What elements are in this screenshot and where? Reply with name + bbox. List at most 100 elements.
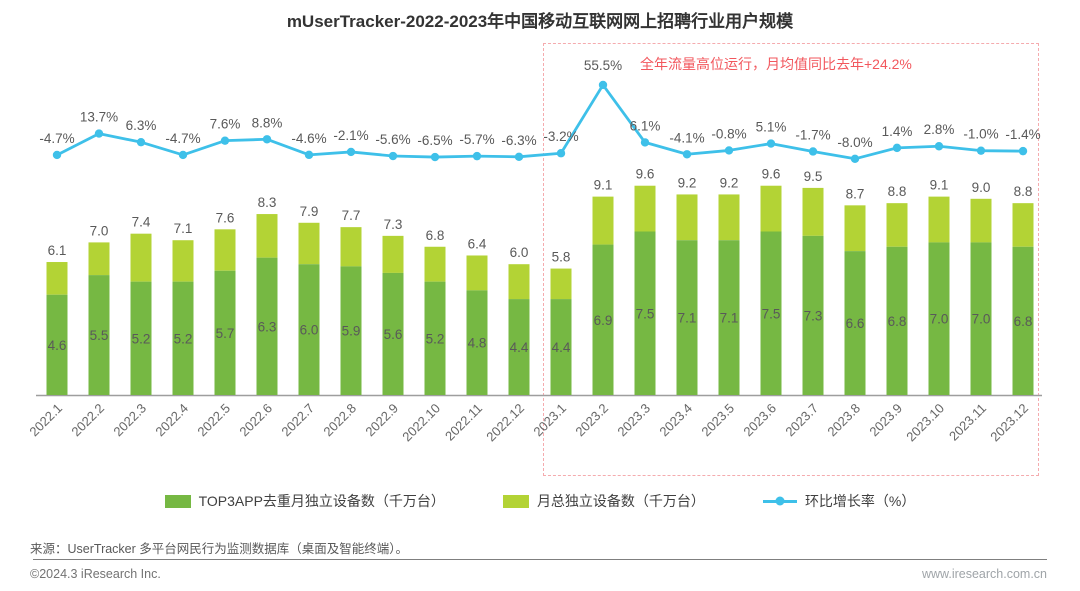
- growth-rate-dot: [262, 135, 272, 144]
- bar-total-label: 7.3: [384, 217, 403, 232]
- growth-rate-label: -4.7%: [165, 131, 200, 146]
- bar-top3-label: 6.8: [1014, 314, 1033, 329]
- growth-rate-dot: [514, 152, 524, 162]
- growth-rate-label: 13.7%: [80, 110, 118, 125]
- bar-total-label: 7.4: [132, 215, 151, 230]
- bar-monthly-total-segment: [88, 242, 110, 276]
- x-axis-label: 2023.1: [530, 401, 569, 440]
- growth-rate-dot: [178, 150, 188, 160]
- bar-monthly-total-segment: [844, 205, 866, 252]
- source-note: 来源：UserTracker 多平台网民行为监测数据库（桌面及智能终端）。: [30, 542, 409, 556]
- bar-top3-segment: [88, 275, 110, 395]
- bar-monthly-total-segment: [718, 194, 740, 241]
- bar-top3-label: 4.4: [552, 340, 571, 355]
- x-axis-label: 2022.6: [236, 401, 275, 440]
- bar-total-label: 6.8: [426, 228, 445, 243]
- growth-rate-label: 8.8%: [252, 115, 283, 130]
- bar-total-label: 6.4: [468, 236, 487, 251]
- bar-top3-label: 5.6: [384, 327, 403, 342]
- footer-divider: [33, 559, 1047, 560]
- bar-top3-segment: [886, 246, 908, 395]
- growth-rate-dot: [472, 151, 482, 161]
- bar-top3-segment: [970, 242, 992, 395]
- bar-total-label: 9.6: [636, 167, 655, 182]
- annotation-text: 全年流量高位运行，月均值同比去年+24.2%: [640, 56, 912, 72]
- bar-monthly-total-segment: [592, 196, 614, 245]
- growth-rate-label: -0.8%: [711, 126, 746, 141]
- x-axis-label: 2023.10: [903, 401, 947, 445]
- legend: TOP3APP去重月独立设备数（千万台） 月总独立设备数（千万台） 环比增长率（…: [0, 491, 1080, 511]
- bar-total-label: 7.1: [174, 221, 193, 236]
- growth-rate-dot: [304, 150, 314, 160]
- bar-top3-segment: [424, 281, 446, 395]
- bar-monthly-total-segment: [298, 222, 320, 265]
- growth-rate-dot: [220, 136, 230, 145]
- bar-monthly-total-segment: [1012, 203, 1034, 247]
- growth-rate-label: -1.7%: [795, 127, 830, 142]
- growth-rate-label: -1.0%: [963, 127, 998, 142]
- growth-rate-label: -4.6%: [291, 131, 326, 146]
- bar-total-label: 8.8: [888, 184, 907, 199]
- monthly-total-bar-swatch-icon: [502, 494, 529, 508]
- growth-rate-label: 6.3%: [126, 118, 157, 133]
- bar-top3-segment: [676, 240, 698, 395]
- bar-top3-label: 7.3: [804, 308, 823, 323]
- bar-monthly-total-segment: [634, 185, 656, 232]
- bar-top3-label: 6.3: [258, 319, 277, 334]
- bar-total-label: 9.2: [678, 175, 697, 190]
- growth-rate-label: 7.6%: [210, 117, 241, 132]
- bar-top3-segment: [718, 240, 740, 395]
- x-axis-label: 2023.9: [866, 401, 905, 440]
- x-axis-label: 2023.8: [824, 401, 863, 440]
- growth-rate-dot: [1018, 146, 1028, 156]
- growth-rate-dot: [976, 146, 986, 155]
- growth-rate-label: 2.8%: [924, 122, 955, 137]
- bar-top3-segment: [340, 266, 362, 395]
- growth-rate-label: -5.7%: [459, 132, 494, 147]
- bar-total-label: 9.6: [762, 167, 781, 182]
- annotation-box: [543, 43, 1039, 476]
- bar-monthly-total-segment: [760, 185, 782, 232]
- bar-total-label: 8.7: [846, 186, 865, 201]
- bar-total-label: 5.8: [552, 250, 571, 265]
- bar-top3-label: 7.1: [678, 311, 697, 326]
- x-axis-label: 2022.2: [68, 401, 107, 440]
- growth-rate-dot: [934, 142, 944, 151]
- bar-monthly-total-segment: [340, 227, 362, 267]
- bar-total-label: 8.8: [1014, 184, 1033, 199]
- x-axis-label: 2023.12: [987, 401, 1031, 445]
- bar-top3-label: 5.2: [132, 331, 151, 346]
- bar-top3-segment: [760, 231, 782, 395]
- bar-top3-segment: [592, 244, 614, 395]
- bar-total-label: 9.0: [972, 180, 991, 195]
- bar-total-label: 7.6: [216, 210, 235, 225]
- growth-rate-dot: [94, 129, 104, 138]
- legend-label-growth-rate: 环比增长率（%）: [804, 493, 916, 509]
- bar-monthly-total-segment: [886, 203, 908, 247]
- bar-monthly-total-segment: [130, 233, 152, 282]
- bar-top3-label: 4.8: [468, 336, 487, 351]
- legend-label-monthly-total: 月总独立设备数（千万台）: [536, 493, 705, 509]
- bar-monthly-total-segment: [928, 196, 950, 243]
- website-link[interactable]: www.iresearch.com.cn: [921, 567, 1047, 581]
- bar-total-label: 9.2: [720, 175, 739, 190]
- x-axis-label: 2023.2: [572, 401, 611, 440]
- bar-top3-label: 5.2: [426, 331, 445, 346]
- bar-monthly-total-segment: [382, 235, 404, 273]
- bar-top3-label: 7.0: [930, 312, 949, 327]
- growth-rate-label: -6.5%: [417, 133, 452, 148]
- x-axis-label: 2022.4: [152, 401, 191, 440]
- bar-top3-segment: [256, 257, 278, 395]
- growth-rate-label: -2.1%: [333, 128, 368, 143]
- chart-title: mUserTracker-2022-2023年中国移动互联网网上招聘行业用户规模: [286, 12, 794, 31]
- growth-rate-dot: [598, 80, 608, 90]
- bar-total-label: 7.7: [342, 208, 361, 223]
- bar-total-label: 9.1: [594, 178, 613, 193]
- growth-rate-dot: [388, 151, 398, 161]
- bar-top3-label: 7.1: [720, 311, 739, 326]
- growth-rate-dot: [724, 146, 734, 155]
- bar-monthly-total-segment: [466, 255, 488, 291]
- bar-top3-label: 6.9: [594, 313, 613, 328]
- bar-monthly-total-segment: [970, 198, 992, 243]
- bar-top3-segment: [928, 242, 950, 395]
